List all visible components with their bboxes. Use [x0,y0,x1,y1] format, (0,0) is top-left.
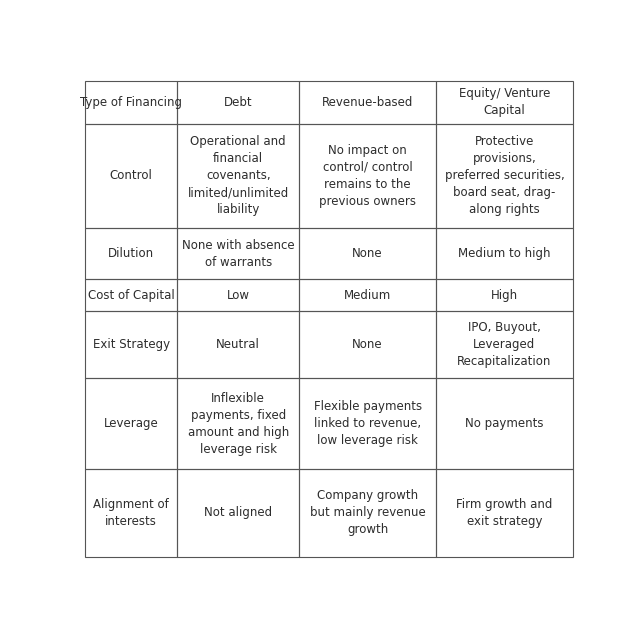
Bar [299,469,436,557]
Text: No impact on
control/ control
remains to the
previous owners: No impact on control/ control remains to… [319,144,416,208]
Text: Not aligned: Not aligned [204,507,272,519]
Text: IPO, Buyout,
Leveraged
Recapitalization: IPO, Buyout, Leveraged Recapitalization [457,321,551,369]
Bar [299,378,436,469]
Text: Dilution: Dilution [108,247,154,260]
Bar [85,378,177,469]
Text: Low: Low [227,289,250,302]
Bar [436,81,573,124]
Text: Cost of Capital: Cost of Capital [88,289,175,302]
Bar [177,311,299,378]
Bar [85,81,177,124]
Bar [177,81,299,124]
Text: Medium: Medium [344,289,391,302]
Text: Neutral: Neutral [216,338,260,351]
Text: Equity/ Venture
Capital: Equity/ Venture Capital [459,87,550,117]
Bar [436,469,573,557]
Bar [436,311,573,378]
Bar [299,124,436,228]
Bar [177,124,299,228]
Bar [85,228,177,279]
Text: None: None [352,338,383,351]
Text: Revenue-based: Revenue-based [322,96,413,109]
Bar [177,228,299,279]
Text: Protective
provisions,
preferred securities,
board seat, drag-
along rights: Protective provisions, preferred securit… [444,136,564,216]
Text: None: None [352,247,383,260]
Text: Control: Control [110,169,153,182]
Text: Type of Financing: Type of Financing [80,96,182,109]
Bar [299,228,436,279]
Bar [436,228,573,279]
Bar [177,279,299,311]
Bar [436,279,573,311]
Text: Inflexible
payments, fixed
amount and high
leverage risk: Inflexible payments, fixed amount and hi… [187,392,289,456]
Text: Operational and
financial
covenants,
limited/unlimited
liability: Operational and financial covenants, lim… [187,136,289,216]
Text: Alignment of
interests: Alignment of interests [93,498,169,528]
Text: Company growth
but mainly revenue
growth: Company growth but mainly revenue growth [309,490,426,536]
Text: Flexible payments
linked to revenue,
low leverage risk: Flexible payments linked to revenue, low… [313,400,422,447]
Bar [436,378,573,469]
Bar [85,469,177,557]
Bar [85,124,177,228]
Bar [299,81,436,124]
Bar [177,469,299,557]
Text: Debt: Debt [224,96,252,109]
Bar [299,311,436,378]
Bar [85,311,177,378]
Bar [299,279,436,311]
Bar [436,124,573,228]
Text: No payments: No payments [465,417,544,430]
Text: Leverage: Leverage [104,417,159,430]
Text: Firm growth and
exit strategy: Firm growth and exit strategy [456,498,553,528]
Text: High: High [491,289,518,302]
Text: Exit Strategy: Exit Strategy [92,338,170,351]
Bar [177,378,299,469]
Text: Medium to high: Medium to high [458,247,551,260]
Text: None with absence
of warrants: None with absence of warrants [182,239,295,269]
Bar [85,279,177,311]
